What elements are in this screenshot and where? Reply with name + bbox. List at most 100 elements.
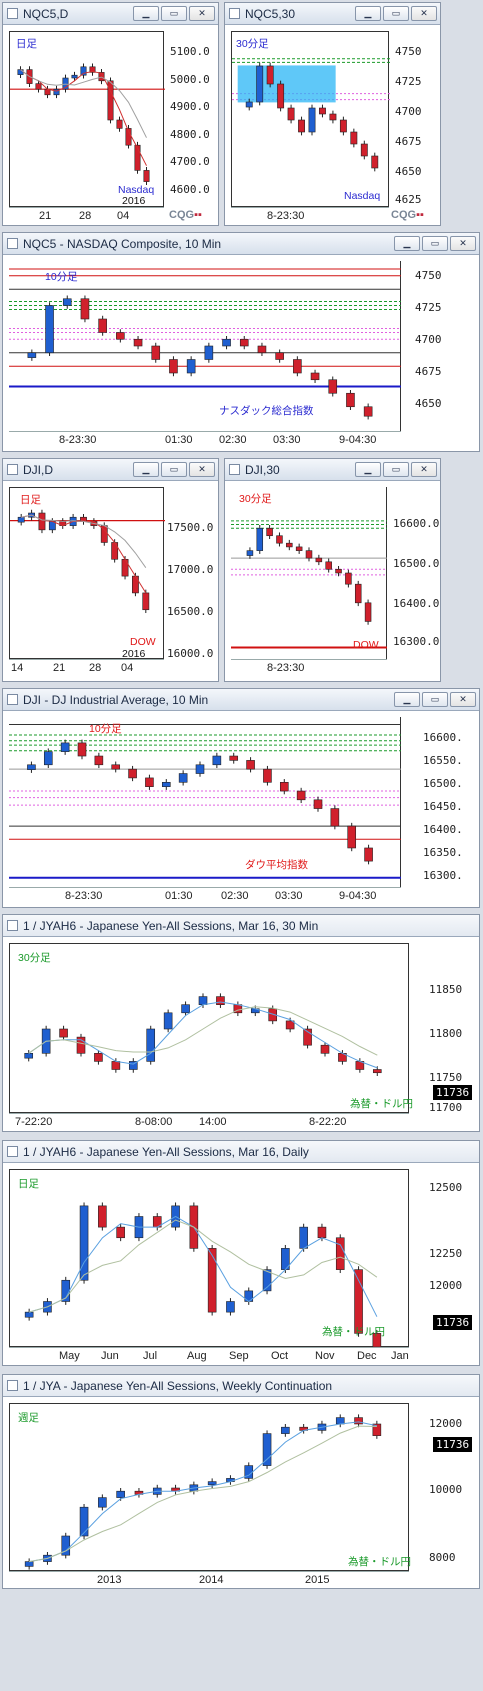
candle xyxy=(350,131,358,145)
y-tick: 16500. xyxy=(423,777,463,790)
titlebar[interactable]: NQC5,D ▁ ▭ ✕ xyxy=(3,3,218,25)
plot-area[interactable]: 日足 為替・ドル円 xyxy=(9,1169,409,1348)
chart-pane-dji-daily[interactable]: DJI,D ▁ ▭ ✕ 日足 DOW 2016 17500.0 17000.0 16… xyxy=(2,458,219,682)
plot-area[interactable]: 10分足 ダウ平均指数 xyxy=(9,717,401,887)
restore-button[interactable]: ▭ xyxy=(161,462,187,477)
candle xyxy=(335,568,342,574)
restore-button[interactable]: ▭ xyxy=(383,6,409,21)
candle xyxy=(320,1044,330,1054)
moving-average-line xyxy=(28,1001,378,1069)
cqg-logo-text: CQG xyxy=(169,209,195,221)
minimize-button[interactable]: ▁ xyxy=(133,6,159,21)
minimize-button[interactable]: ▁ xyxy=(394,236,420,251)
chart-pane-nqc-10min[interactable]: NQC5 - NASDAQ Composite, 10 Min ▁ ▭ ✕ 10分足… xyxy=(2,232,480,452)
y-tick: 16300.0 xyxy=(393,635,440,648)
restore-button[interactable]: ▭ xyxy=(383,462,409,477)
minimize-button[interactable]: ▁ xyxy=(355,462,381,477)
candles-svg xyxy=(24,1414,382,1570)
timeframe-label: 30分足 xyxy=(236,38,269,50)
chart-pane-jpy-30min[interactable]: 1 / JYAH6 - Japanese Yen-All Sessions, M… xyxy=(2,914,480,1132)
close-button[interactable]: ✕ xyxy=(450,236,476,251)
last-price-badge: 11736 xyxy=(433,1315,473,1330)
chart-pane-jpy-daily[interactable]: 1 / JYAH6 - Japanese Yen-All Sessions, M… xyxy=(2,1140,480,1366)
x-axis: 2013 2014 2015 xyxy=(9,1571,409,1588)
titlebar[interactable]: DJI,30 ▁ ▭ ✕ xyxy=(225,459,440,481)
timeframe-label: 週足 xyxy=(18,1412,39,1424)
y-tick: 16600.0 xyxy=(393,517,440,530)
timeframe-label: 10分足 xyxy=(89,723,122,735)
candle xyxy=(308,107,316,133)
candle xyxy=(256,65,264,103)
candle xyxy=(178,773,188,783)
x-tick: Jun xyxy=(101,1350,119,1362)
titlebar[interactable]: DJI,D ▁ ▭ ✕ xyxy=(3,459,218,481)
minimize-button[interactable]: ▁ xyxy=(133,462,159,477)
x-tick: 8-23:30 xyxy=(267,662,305,674)
y-tick: 16550. xyxy=(423,754,463,767)
candle xyxy=(246,760,255,770)
instrument-label: 為替・ドル円 xyxy=(350,1098,413,1110)
plot-area[interactable]: 30分足 DOW xyxy=(231,487,387,659)
candles-svg xyxy=(10,509,165,614)
chart-pane-jpy-weekly[interactable]: 1 / JYA - Japanese Yen-All Sessions, Wee… xyxy=(2,1374,480,1589)
restore-button[interactable]: ▭ xyxy=(422,236,448,251)
instrument-label: Nasdaq xyxy=(118,184,155,196)
candle xyxy=(17,516,25,523)
titlebar[interactable]: NQC5 - NASDAQ Composite, 10 Min ▁ ▭ ✕ xyxy=(3,233,479,255)
candles-svg xyxy=(9,724,401,879)
titlebar[interactable]: 1 / JYAH6 - Japanese Yen-All Sessions, M… xyxy=(3,1141,479,1163)
y-tick: 4900.0 xyxy=(170,100,210,113)
candle xyxy=(275,352,284,360)
plot-area[interactable]: 日足 DOW 2016 xyxy=(9,487,165,660)
chart-pane-dji-10min[interactable]: DJI - DJ Industrial Average, 10 Min ▁ ▭ ✕ … xyxy=(2,688,480,908)
last-price-badge: 11736 xyxy=(433,1085,473,1100)
cqg-logo-mark: ▪▪ xyxy=(194,209,202,221)
candle xyxy=(27,352,37,358)
x-tick: 02:30 xyxy=(219,434,247,446)
close-button[interactable]: ✕ xyxy=(411,462,437,477)
restore-button[interactable]: ▭ xyxy=(161,6,187,21)
moving-average-line xyxy=(28,1219,378,1313)
x-tick: 9-04:30 xyxy=(339,890,377,902)
x-tick: 14 xyxy=(11,662,24,674)
candle xyxy=(335,1237,345,1270)
restore-button[interactable]: ▭ xyxy=(422,692,448,707)
candle xyxy=(98,318,107,333)
titlebar[interactable]: DJI - DJ Industrial Average, 10 Min ▁ ▭ ✕ xyxy=(3,689,479,711)
chart-pane-dji-30min[interactable]: DJI,30 ▁ ▭ ✕ 30分足 DOW 16600.0 16500.0 1640… xyxy=(224,458,441,682)
titlebar[interactable]: 1 / JYA - Japanese Yen-All Sessions, Wee… xyxy=(3,1375,479,1397)
y-tick: 16600. xyxy=(423,731,463,744)
close-button[interactable]: ✕ xyxy=(189,462,215,477)
candle xyxy=(143,170,150,182)
candle xyxy=(313,799,323,809)
x-tick: 2013 xyxy=(97,1574,122,1586)
x-tick: 21 xyxy=(39,210,52,222)
close-button[interactable]: ✕ xyxy=(411,6,437,21)
candle xyxy=(94,1053,103,1062)
timeframe-label: 30分足 xyxy=(18,952,51,964)
close-button[interactable]: ✕ xyxy=(450,692,476,707)
chart-pane-nqc-daily[interactable]: NQC5,D ▁ ▭ ✕ 日足 Nasdaq 2016 5100.0 5000.0 … xyxy=(2,2,219,226)
plot-area[interactable]: 日足 Nasdaq 2016 xyxy=(9,31,165,207)
last-price-badge: 11736 xyxy=(433,1437,473,1452)
plot-area[interactable]: 30分足 為替・ドル円 xyxy=(9,943,413,1113)
titlebar[interactable]: NQC5,30 ▁ ▭ ✕ xyxy=(225,3,440,25)
candle xyxy=(286,542,293,548)
plot-area[interactable]: 10分足 ナスダック総合指数 xyxy=(9,261,401,431)
candle xyxy=(27,764,36,770)
candle xyxy=(245,101,253,108)
titlebar[interactable]: 1 / JYAH6 - Japanese Yen-All Sessions, M… xyxy=(3,915,479,937)
minimize-button[interactable]: ▁ xyxy=(394,692,420,707)
candle xyxy=(293,359,302,374)
plot-area[interactable]: 30分足 Nasdaq xyxy=(231,31,390,207)
candle xyxy=(38,512,46,531)
plot-area[interactable]: 週足 為替・ドル円 xyxy=(9,1403,411,1571)
candle xyxy=(262,1269,272,1292)
candle xyxy=(24,1053,34,1059)
candle xyxy=(363,406,373,417)
x-axis: 8-23:30 xyxy=(231,659,387,677)
minimize-button[interactable]: ▁ xyxy=(355,6,381,21)
instrument-label: ダウ平均指数 xyxy=(245,859,308,871)
close-button[interactable]: ✕ xyxy=(189,6,215,21)
chart-pane-nqc-30min[interactable]: NQC5,30 ▁ ▭ ✕ 30分足 Nasdaq 4750 4725 4700 4… xyxy=(224,2,441,226)
